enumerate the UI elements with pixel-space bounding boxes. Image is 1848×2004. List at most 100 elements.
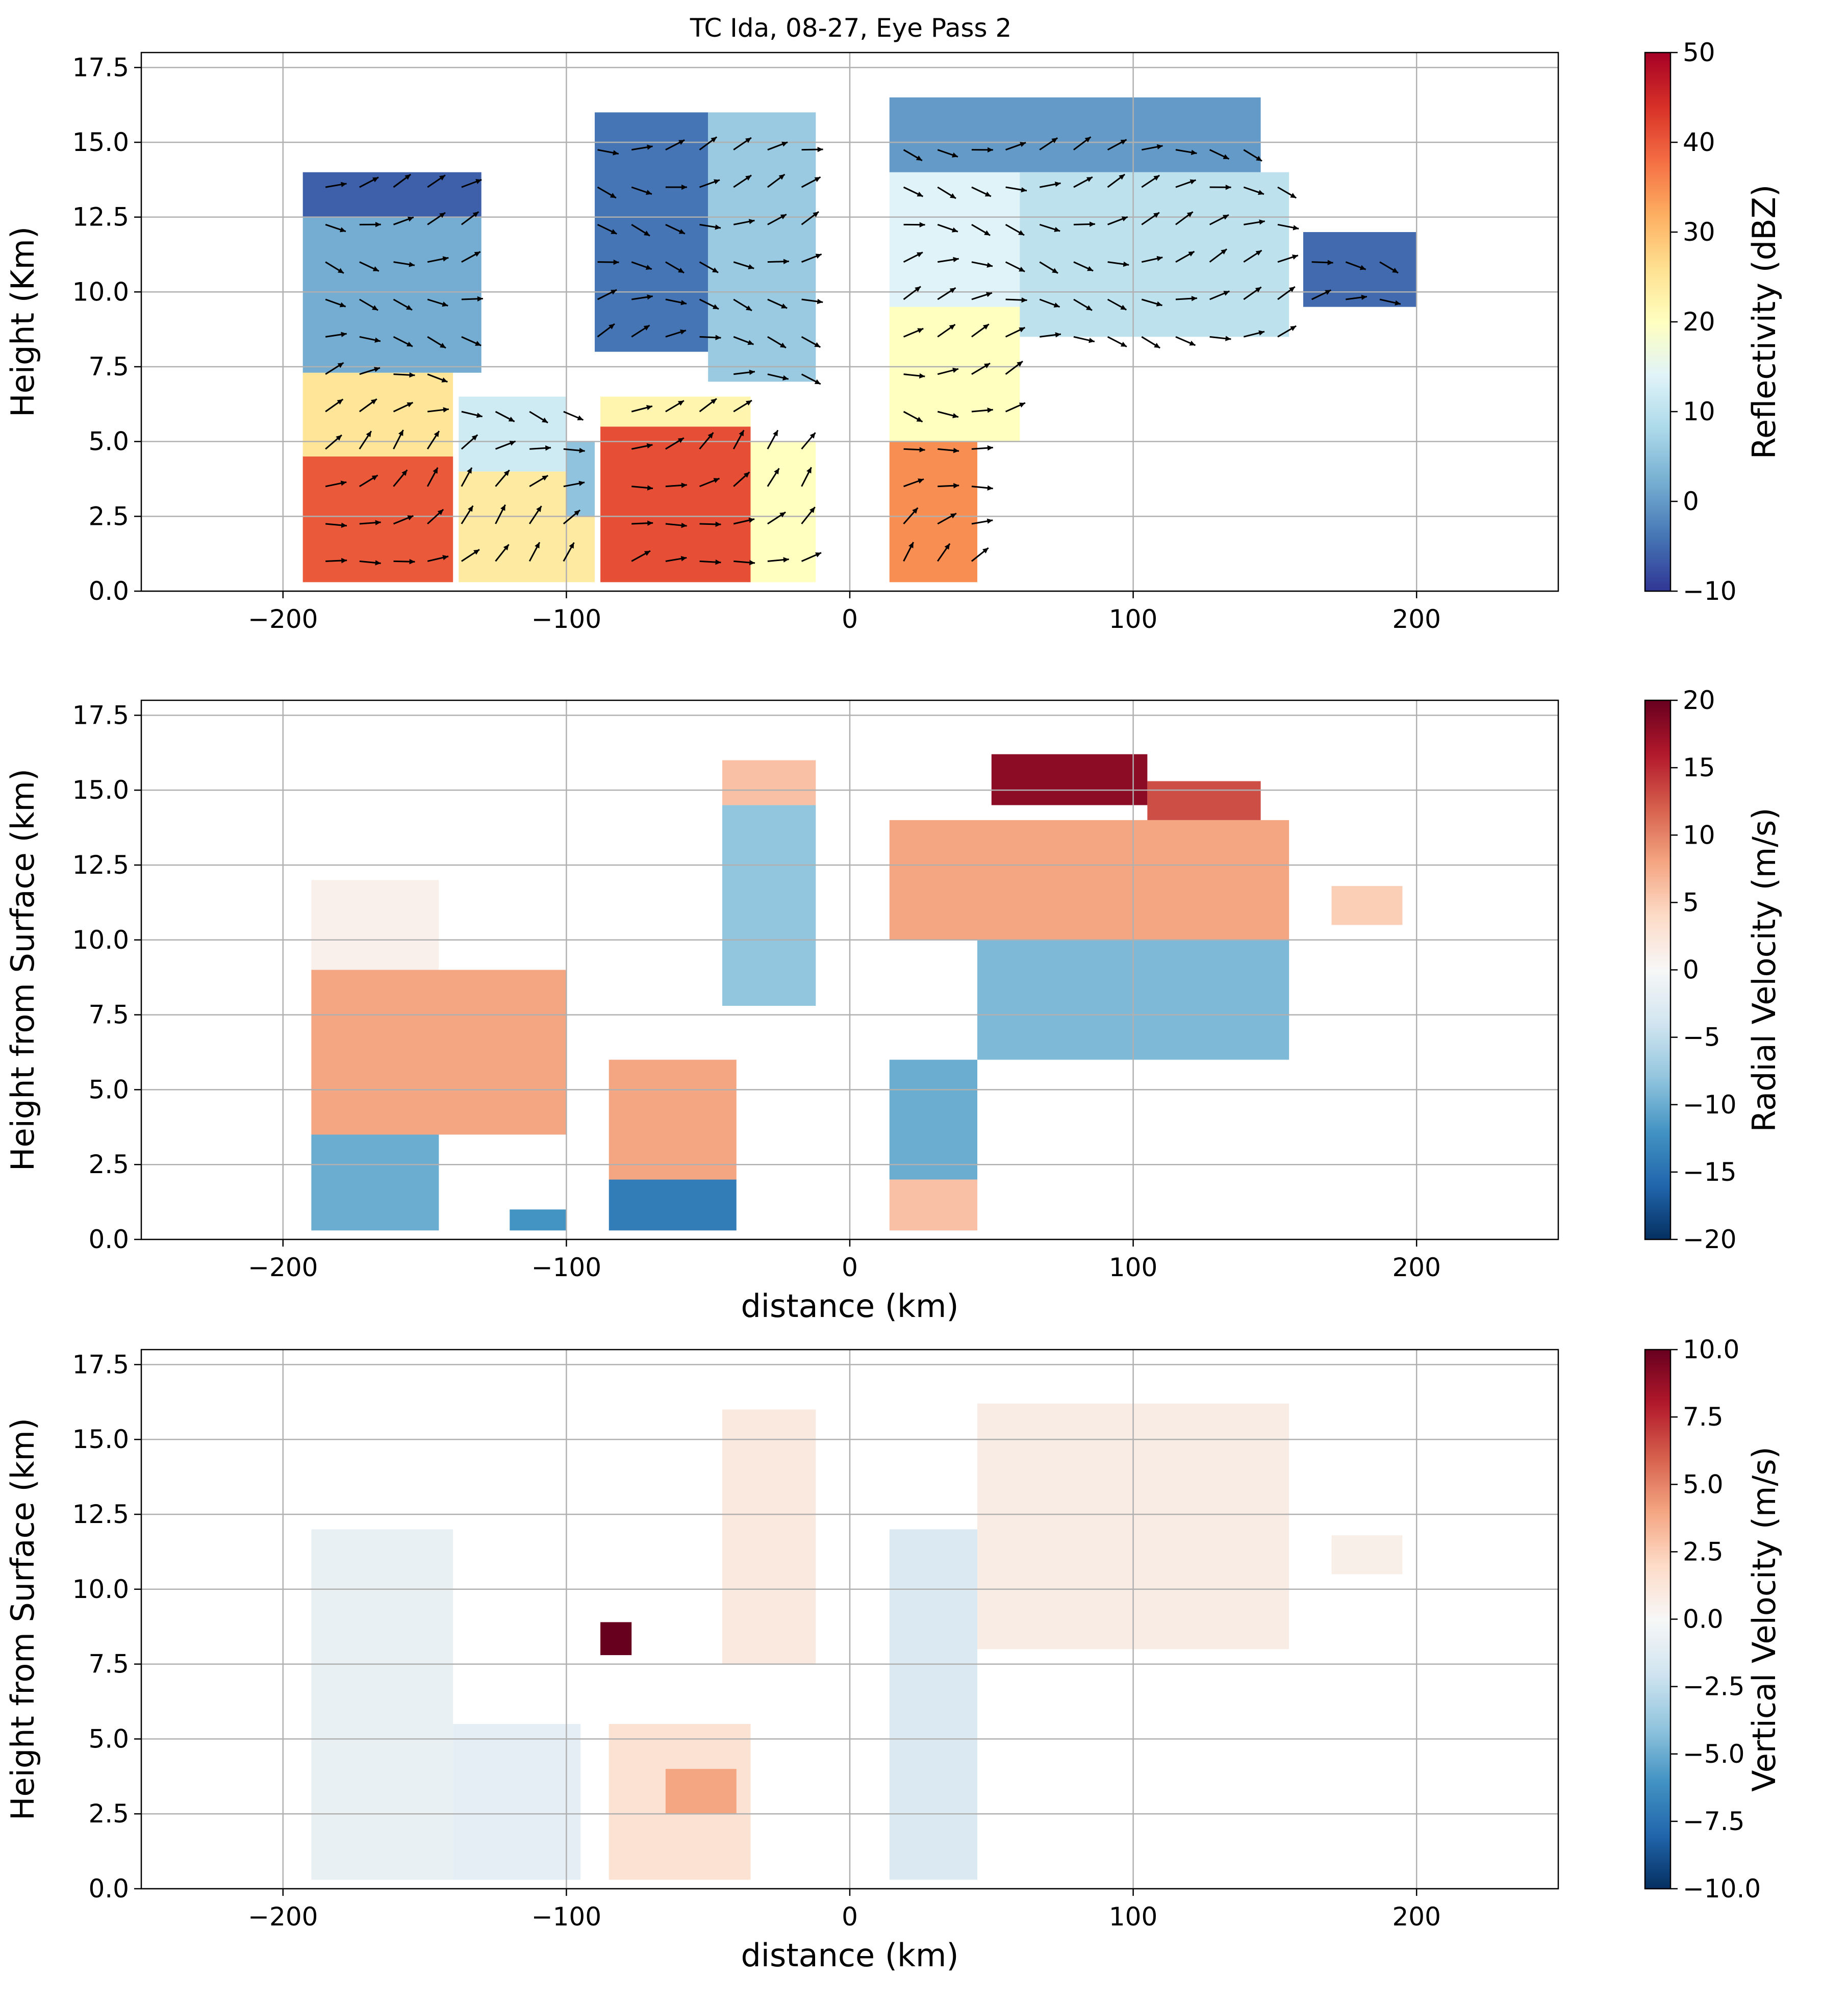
reflectivity-x-tick-label-3: 100 [1109,604,1157,634]
reflectivity-x-tick-label-2: 0 [842,604,858,634]
vertical_velocity-x-tick-label-0: −200 [248,1902,318,1932]
reflectivity-colorbar-bar [1645,53,1670,591]
reflectivity-colorbar-tick-label-4: 30 [1683,217,1715,247]
reflectivity-x-tick-label-1: −100 [531,604,601,634]
panel-reflectivity: −200 −100 0 100 200 0.02.55.07.510.012.515.0… [4,38,1783,634]
radial_velocity-colorbar-tick-label-1: −15 [1683,1157,1737,1187]
radial-velocity-x-ticks: −200 −100 0 100 200 [248,1239,1441,1282]
radial_velocity-x-tick-label-0: −200 [248,1253,318,1282]
vertical_velocity-x-tick-label-1: −100 [531,1902,601,1932]
radial_velocity-colorbar-tick-label-6: 10 [1683,820,1715,850]
reflectivity-colorbar-tick-label-0: −10 [1683,576,1737,606]
reflectivity-y-ticks: 0.02.55.07.510.012.515.017.5 [72,53,141,606]
reflectivity-colorbar-tick-label-5: 40 [1683,128,1715,157]
vertical_velocity-region-5 [722,1409,816,1664]
radial_velocity-y-tick-label-0: 0.0 [88,1225,129,1254]
panel-radial-velocity: −200 −100 0 100 200 0.02.55.07.510.012.515.0… [4,686,1783,1325]
radial-velocity-y-ticks: 0.02.55.07.510.012.515.017.5 [72,700,141,1254]
wind-vector-head-67 [988,445,993,450]
radial_velocity-region-4 [609,1180,737,1231]
radial_velocity-region-6 [722,805,816,1006]
radial_velocity-y-tick-label-7: 17.5 [72,700,129,730]
vertical_velocity-y-tick-label-1: 2.5 [88,1799,129,1829]
reflectivity-colorbar-tick-label-2: 10 [1683,397,1715,426]
reflectivity-colorbar: −1001020304050 [1645,38,1737,606]
radial_velocity-y-tick-label-6: 15.0 [72,775,129,805]
reflectivity-y-axis-label: Height (Km) [4,226,41,417]
reflectivity-colorbar-tick-label-6: 50 [1683,38,1715,67]
reflectivity-y-tick-label-5: 12.5 [72,202,129,232]
radial_velocity-colorbar-tick-label-7: 15 [1683,753,1715,782]
radial_velocity-region-5 [609,1060,737,1180]
vertical_velocity-colorbar-tick-label-3: −2.5 [1683,1672,1744,1702]
vertical-velocity-y-axis-label: Height from Surface (km) [4,1418,41,1820]
vertical_velocity-colorbar-bar [1645,1350,1670,1889]
radial_velocity-colorbar-bar [1645,700,1670,1239]
radial-velocity-colorbar: −20 −15 −10 −5 0 5 10 15 20 [1645,686,1737,1254]
radial_velocity-region-2 [311,880,439,970]
reflectivity-colorbar-label: Reflectivity (dBZ) [1745,185,1783,460]
radial_velocity-colorbar-tick-label-8: 20 [1683,686,1715,715]
vertical_velocity-region-4 [600,1622,631,1655]
radial_velocity-region-3 [510,1209,566,1230]
vertical_velocity-region-3 [666,1769,737,1814]
radial_velocity-region-9 [890,1060,977,1180]
radial_velocity-region-1 [311,970,566,1135]
vertical_velocity-colorbar-tick-label-7: 7.5 [1683,1402,1724,1432]
panel-vertical-velocity: −200 −100 0 100 200 0.02.55.07.510.012.515.0… [4,1335,1783,1974]
vertical_velocity-colorbar-tick-label-2: −5.0 [1683,1739,1744,1769]
radial_velocity-y-tick-label-5: 12.5 [72,850,129,880]
vertical_velocity-y-tick-label-2: 5.0 [88,1724,129,1754]
vertical_velocity-colorbar-tick-label-0: −10.0 [1683,1874,1761,1904]
radial_velocity-x-tick-label-3: 100 [1109,1253,1157,1282]
vertical_velocity-colorbar-tick-label-5: 2.5 [1683,1537,1724,1566]
radial_velocity-y-tick-label-2: 5.0 [88,1075,129,1104]
wind-vector-head-196 [1293,225,1299,230]
figure-title: TC Ida, 08-27, Eye Pass 2 [690,13,1012,43]
vertical_velocity-colorbar-tick-label-1: −7.5 [1683,1807,1744,1836]
radial_velocity-region-14 [1332,886,1403,925]
vertical-velocity-colorbar-label: Vertical Velocity (m/s) [1745,1447,1783,1792]
wind-vector-head-169 [1292,255,1298,260]
vertical_velocity-y-tick-label-3: 7.5 [88,1650,129,1679]
reflectivity-region-11 [751,442,816,582]
vertical_velocity-region-6 [890,1529,977,1880]
radial_velocity-region-0 [311,1134,439,1230]
vertical-velocity-x-axis-label: distance (km) [741,1937,958,1974]
reflectivity-x-ticks: −200 −100 0 100 200 [248,591,1441,634]
wind-vector-head-227 [818,147,823,152]
radial_velocity-x-tick-label-1: −100 [531,1253,601,1282]
radial_velocity-region-11 [890,820,1289,940]
reflectivity-region-10 [708,112,816,382]
vertical_velocity-region-8 [1332,1535,1403,1574]
reflectivity-region-16 [1020,172,1289,337]
reflectivity-region-5 [459,397,566,472]
radial_velocity-x-tick-label-2: 0 [842,1253,858,1282]
vertical_velocity-y-tick-label-0: 0.0 [88,1874,129,1904]
vertical_velocity-colorbar-tick-label-6: 5.0 [1683,1469,1724,1499]
radial-velocity-y-axis-label: Height from Surface (km) [4,769,41,1171]
radial_velocity-colorbar-tick-label-4: 0 [1683,955,1699,985]
radial-velocity-field [311,754,1402,1231]
vertical-velocity-x-ticks: −200 −100 0 100 200 [248,1889,1441,1932]
radial_velocity-region-8 [890,1180,977,1231]
reflectivity-x-tick-label-0: −200 [248,604,318,634]
reflectivity-colorbar-tick-label-1: 0 [1683,487,1699,516]
reflectivity-y-tick-label-7: 17.5 [72,53,129,82]
radial_velocity-y-tick-label-4: 10.0 [72,925,129,955]
reflectivity-region-15 [890,97,1261,172]
vertical-velocity-y-ticks: 0.02.55.07.510.012.515.017.5 [72,1350,141,1904]
vertical_velocity-colorbar-tick-label-4: 0.0 [1683,1605,1724,1634]
radial_velocity-region-7 [722,760,816,805]
vertical_velocity-x-tick-label-4: 200 [1392,1902,1440,1932]
radial_velocity-colorbar-tick-label-0: −20 [1683,1225,1737,1254]
radial_velocity-y-tick-label-1: 2.5 [88,1150,129,1179]
reflectivity-y-tick-label-2: 5.0 [88,427,129,456]
radial-velocity-colorbar-label: Radial Velocity (m/s) [1745,807,1783,1132]
radial-velocity-x-axis-label: distance (km) [741,1287,958,1325]
vertical_velocity-x-tick-label-3: 100 [1109,1902,1157,1932]
vertical_velocity-region-1 [453,1724,580,1880]
radial_velocity-colorbar-tick-label-5: 5 [1683,887,1699,917]
radial_velocity-x-tick-label-4: 200 [1392,1253,1440,1282]
radial_velocity-region-12 [992,754,1148,805]
